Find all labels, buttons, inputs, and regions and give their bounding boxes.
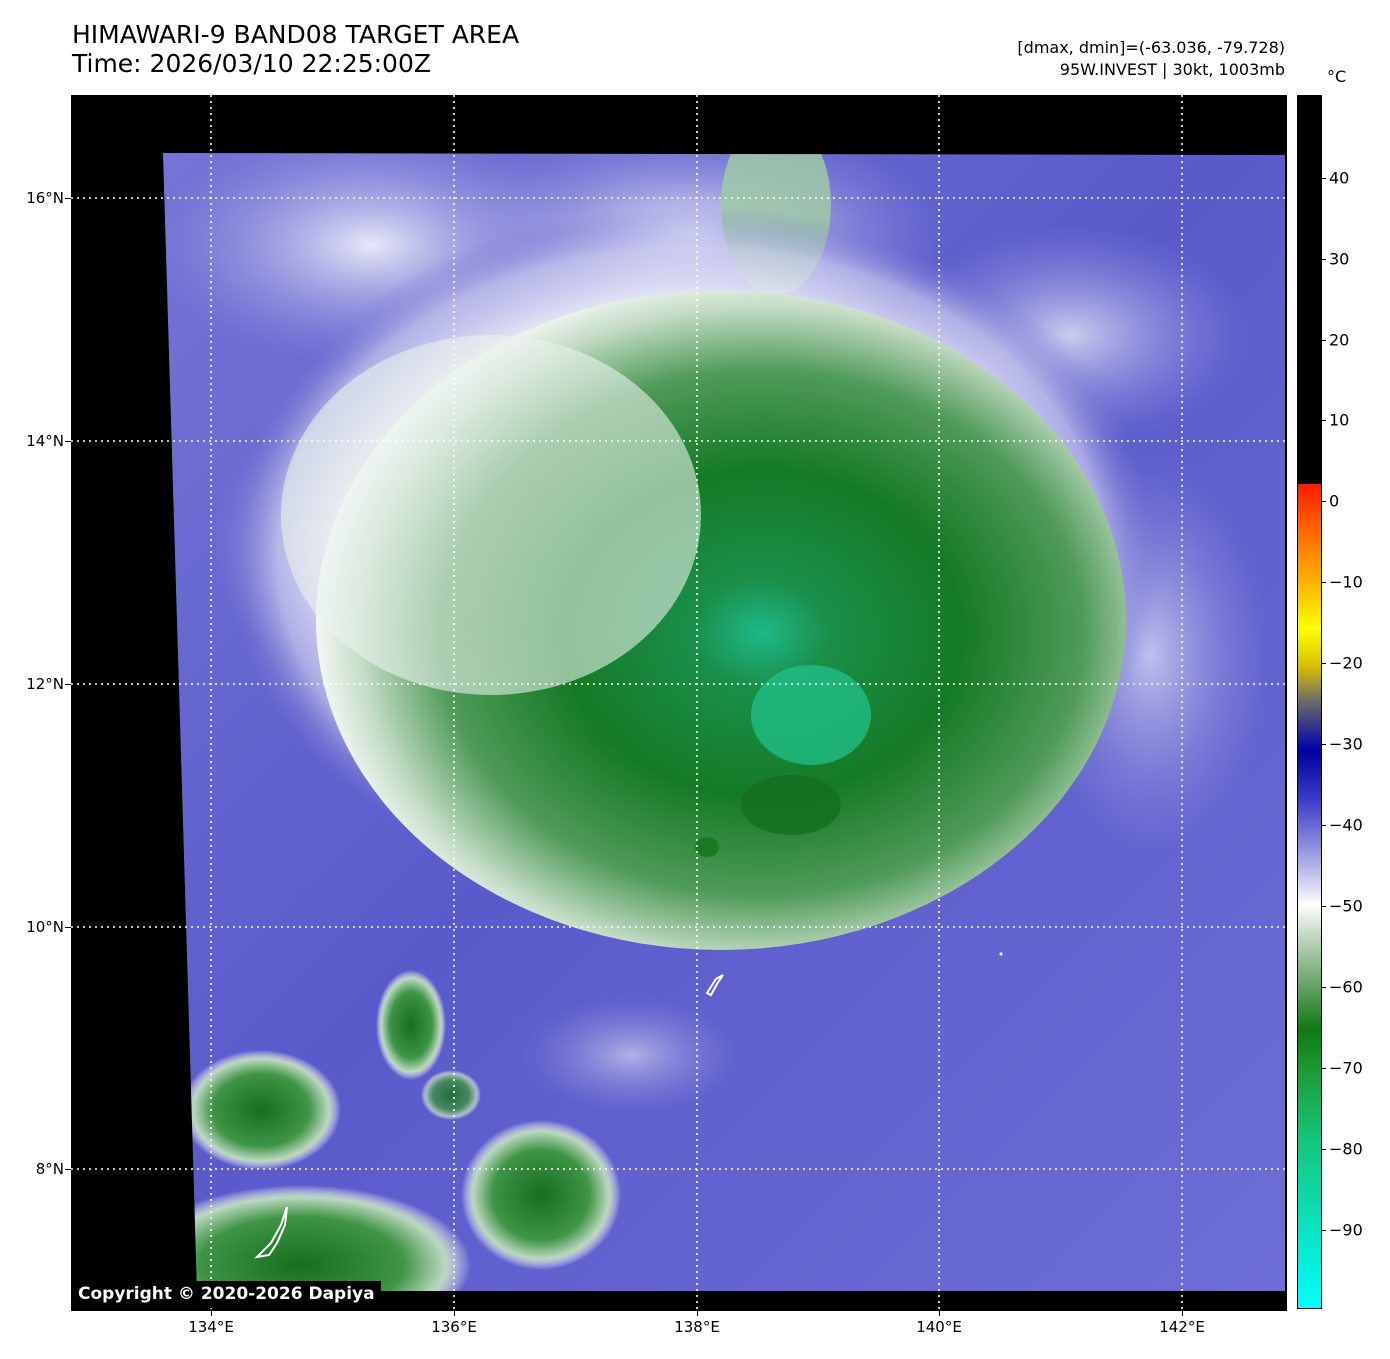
- lat-lon-grid: [71, 95, 1287, 1311]
- colorbar-label: −40: [1329, 815, 1363, 835]
- lon-tick: [939, 1311, 940, 1316]
- colorbar-label: −70: [1329, 1058, 1363, 1078]
- colorbar-unit: °C: [1327, 67, 1347, 86]
- colorbar-label: 20: [1329, 330, 1350, 350]
- colorbar-tick: [1322, 340, 1326, 341]
- lat-tick: [65, 927, 71, 928]
- colorbar-tick: [1322, 663, 1326, 664]
- lat-label: 8°N: [35, 1160, 64, 1178]
- imagery-swath: [163, 153, 1285, 1291]
- colorbar-tick: [1322, 1068, 1326, 1069]
- colorbar-tick: [1322, 1230, 1326, 1231]
- colorbar-tick: [1322, 178, 1326, 179]
- copyright-label: Copyright © 2020-2026 Dapiya: [72, 1281, 381, 1308]
- lat-label: 10°N: [26, 918, 64, 936]
- colorbar-label: 10: [1329, 410, 1350, 430]
- map-title: HIMAWARI-9 BAND08 TARGET AREA Time: 2026…: [72, 20, 519, 78]
- lon-label: 136°E: [431, 1318, 477, 1336]
- satellite-imagery: [71, 95, 1287, 1311]
- lon-label: 140°E: [916, 1318, 962, 1336]
- colorbar-tick: [1322, 582, 1326, 583]
- lon-label: 142°E: [1159, 1318, 1205, 1336]
- lon-tick: [1182, 1311, 1183, 1316]
- colorbar-label: −20: [1329, 653, 1363, 673]
- lat-tick: [65, 441, 71, 442]
- storm-info: [dmax, dmin]=(-63.036, -79.728) 95W.INVE…: [1017, 37, 1285, 81]
- lat-label: 14°N: [26, 432, 64, 450]
- lat-tick: [65, 198, 71, 199]
- dmax-dmin-text: [dmax, dmin]=(-63.036, -79.728): [1017, 38, 1285, 57]
- colorbar-label: −80: [1329, 1139, 1363, 1159]
- satellite-image: [71, 95, 1287, 1311]
- colorbar-label: −30: [1329, 734, 1363, 754]
- colorbar-label: −50: [1329, 896, 1363, 916]
- title-time: Time: 2026/03/10 22:25:00Z: [72, 49, 431, 78]
- colorbar-tick: [1322, 825, 1326, 826]
- lat-tick: [65, 1169, 71, 1170]
- lat-tick: [65, 684, 71, 685]
- colorbar-tick: [1322, 501, 1326, 502]
- colorbar-label: −60: [1329, 977, 1363, 997]
- colorbar-tick: [1322, 744, 1326, 745]
- colorbar-tick: [1322, 987, 1326, 988]
- lat-label: 12°N: [26, 675, 64, 693]
- lon-label: 134°E: [188, 1318, 234, 1336]
- lon-tick: [454, 1311, 455, 1316]
- colorbar-label: −10: [1329, 572, 1363, 592]
- lon-tick: [211, 1311, 212, 1316]
- lon-label: 138°E: [674, 1318, 720, 1336]
- colorbar-tick: [1322, 1149, 1326, 1150]
- temperature-colorbar: [1297, 95, 1322, 1309]
- lat-label: 16°N: [26, 189, 64, 207]
- colorbar-label: 0: [1329, 491, 1340, 511]
- colorbar-tick: [1322, 420, 1326, 421]
- title-product: HIMAWARI-9 BAND08 TARGET AREA: [72, 20, 520, 49]
- storm-info-text: 95W.INVEST | 30kt, 1003mb: [1059, 60, 1285, 79]
- colorbar-label: −90: [1329, 1220, 1363, 1240]
- colorbar-label: 40: [1329, 168, 1350, 188]
- lon-tick: [697, 1311, 698, 1316]
- colorbar-tick: [1322, 259, 1326, 260]
- colorbar-tick: [1322, 906, 1326, 907]
- colorbar-label: 30: [1329, 249, 1350, 269]
